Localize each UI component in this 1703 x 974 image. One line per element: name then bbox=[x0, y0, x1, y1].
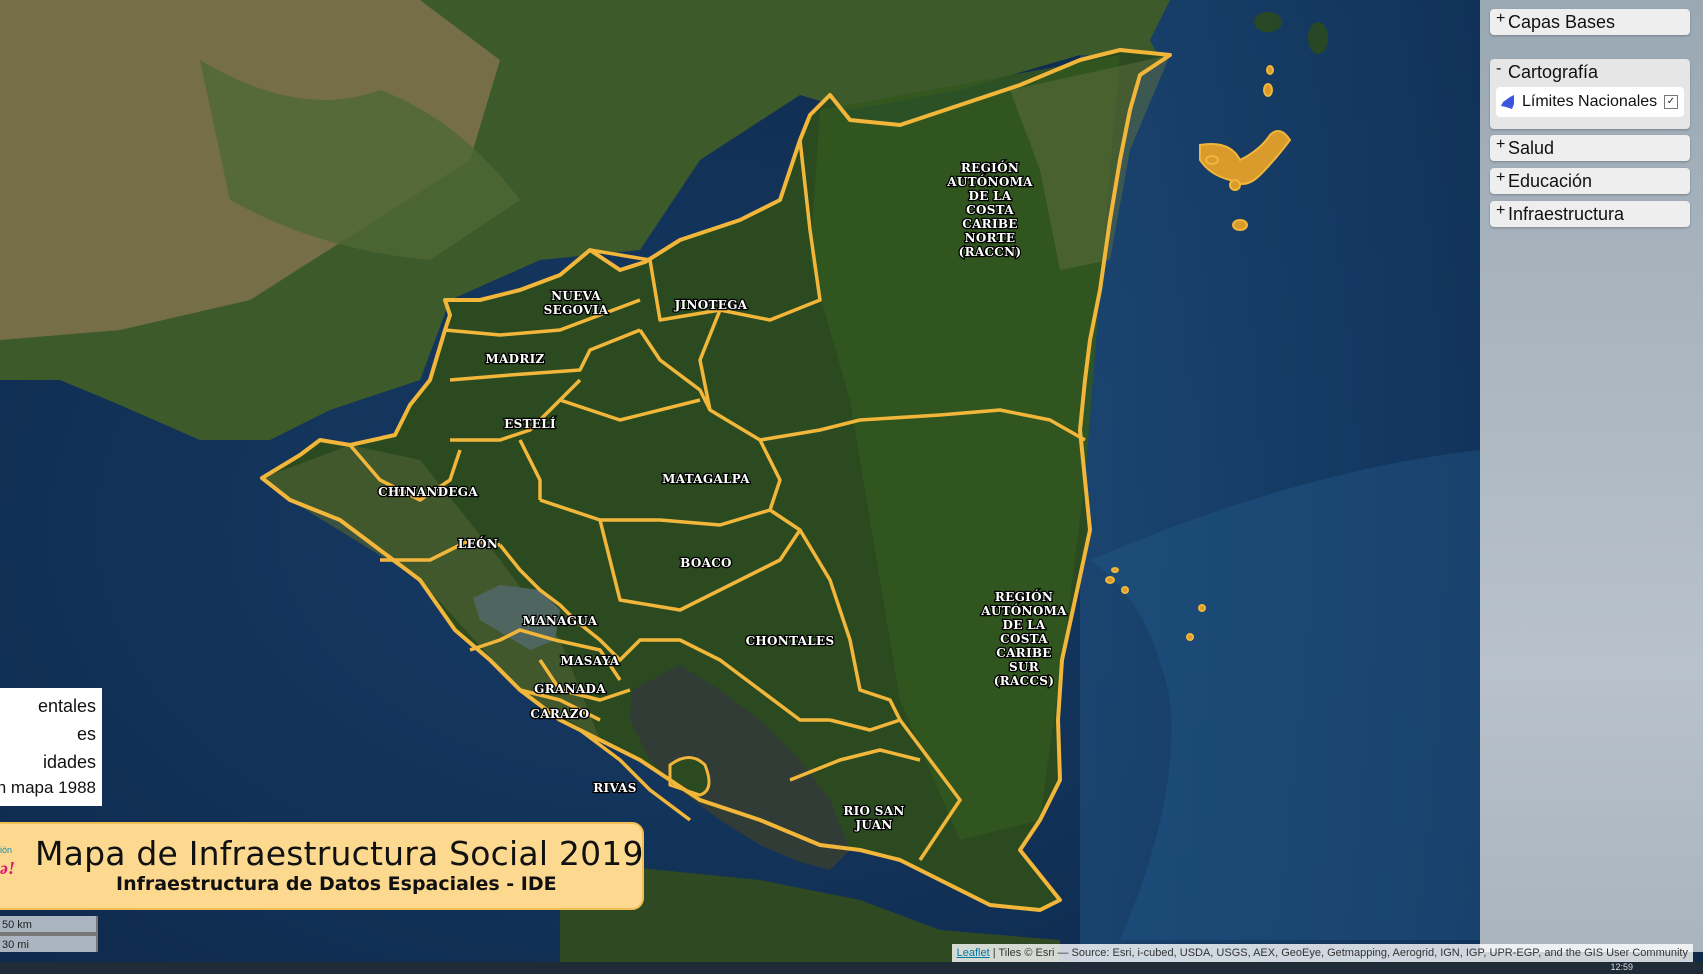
department-label-raccs: (RACCS) bbox=[994, 674, 1055, 688]
department-label-rio-san-juan: RIO SAN bbox=[843, 804, 904, 818]
map-attribution: Leaflet | Tiles © Esri — Source: Esri, i… bbox=[951, 944, 1693, 962]
legend-row: idades bbox=[42, 752, 96, 772]
taskbar-clock: 12:59 bbox=[1610, 962, 1633, 972]
expand-icon: + bbox=[1496, 10, 1506, 27]
department-label-raccn: DE LA bbox=[969, 189, 1012, 203]
legend-row: n mapa 1988 bbox=[0, 778, 96, 797]
layer-item-label: Límites Nacionales bbox=[1522, 93, 1658, 110]
layer-group-header[interactable]: + Infraestructura bbox=[1490, 201, 1690, 227]
department-label-carazo: CARAZO bbox=[530, 707, 589, 721]
expand-icon: + bbox=[1496, 136, 1506, 153]
department-label-leon: LEÓN bbox=[458, 535, 498, 551]
department-label-raccs: AUTÓNOMA bbox=[980, 602, 1067, 618]
layer-group-cartografia[interactable]: - Cartografía Límites Nacionales ✓ bbox=[1490, 59, 1690, 129]
department-label-raccs: REGIÓN bbox=[995, 588, 1053, 604]
bay-islands bbox=[1254, 12, 1328, 54]
layer-group-educacion[interactable]: + Educación bbox=[1490, 168, 1690, 194]
layer-group-label: Capas Bases bbox=[1508, 12, 1616, 32]
shallow-water bbox=[1090, 450, 1480, 940]
map-subtitle: Infraestructura de Datos Espaciales - ID… bbox=[116, 873, 557, 895]
expand-icon: + bbox=[1496, 202, 1506, 219]
layer-group-salud[interactable]: + Salud bbox=[1490, 135, 1690, 161]
department-label-raccs: DE LA bbox=[1003, 618, 1046, 632]
department-label-raccs: SUR bbox=[1009, 660, 1040, 674]
department-label-chontales: CHONTALES bbox=[746, 634, 835, 648]
department-label-nueva-segovia: SEGOVIA bbox=[544, 303, 609, 317]
department-label-raccs: CARIBE bbox=[996, 646, 1052, 660]
department-label-raccn: CARIBE bbox=[962, 217, 1018, 231]
caribbean-shelf bbox=[1080, 0, 1480, 962]
layer-checkbox[interactable]: ✓ bbox=[1664, 95, 1678, 109]
legend-row: es bbox=[76, 724, 96, 744]
logo-fragment: ión bbox=[0, 845, 13, 855]
department-label-masaya: MASAYA bbox=[561, 654, 620, 668]
title-banner bbox=[0, 822, 644, 910]
department-label-boaco: BOACO bbox=[680, 556, 732, 570]
honduras-mountains bbox=[200, 60, 520, 260]
lake-nicaragua bbox=[630, 665, 850, 870]
department-label-raccn: NORTE bbox=[965, 231, 1016, 245]
layer-item-limites-nacionales[interactable]: Límites Nacionales ✓ bbox=[1496, 87, 1684, 117]
costa-rica-landmass bbox=[560, 862, 1060, 962]
nicaragua-pacific-plain bbox=[262, 445, 600, 740]
department-label-raccs: COSTA bbox=[1000, 632, 1048, 646]
map-title: Mapa de Infraestructura Social 2019 bbox=[35, 834, 644, 873]
legend-row: entales bbox=[37, 696, 96, 716]
department-label-granada: GRANADA bbox=[534, 682, 606, 696]
logo-fragment: ǝ! bbox=[0, 858, 15, 878]
layer-group-header[interactable]: - Cartografía bbox=[1490, 59, 1690, 85]
os-taskbar: 12:59 bbox=[0, 962, 1703, 974]
layer-group-label: Infraestructura bbox=[1508, 204, 1625, 224]
department-label-raccn: AUTÓNOMA bbox=[946, 173, 1033, 189]
department-label-madriz: MADRIZ bbox=[485, 352, 544, 366]
department-label-rio-san-juan: JUAN bbox=[854, 818, 892, 832]
layer-group-label: Cartografía bbox=[1508, 62, 1599, 82]
nicaragua-caribbean-forest bbox=[810, 55, 1120, 840]
department-label-raccn: REGIÓN bbox=[961, 159, 1019, 175]
layer-group-label: Salud bbox=[1508, 138, 1555, 158]
leaflet-link[interactable]: Leaflet bbox=[956, 947, 990, 959]
department-label-nueva-segovia: NUEVA bbox=[551, 289, 601, 303]
scale-bar-mi: 30 mi bbox=[0, 934, 98, 952]
department-label-raccn: COSTA bbox=[966, 203, 1014, 217]
layer-group-capas-bases[interactable]: + Capas Bases bbox=[1490, 9, 1690, 35]
department-label-chinandega: CHINANDEGA bbox=[378, 485, 478, 499]
national-boundary bbox=[260, 48, 1172, 912]
department-label-esteli: ESTELÍ bbox=[504, 416, 556, 431]
caribbean-cays bbox=[1105, 65, 1292, 641]
department-label-managua: MANAGUA bbox=[523, 614, 598, 628]
department-label-raccn: (RACCN) bbox=[959, 245, 1022, 259]
layer-group-header[interactable]: + Capas Bases bbox=[1490, 9, 1690, 35]
department-label-rivas: RIVAS bbox=[593, 781, 636, 795]
attribution-text: | Tiles © Esri — Source: Esri, i-cubed, … bbox=[989, 947, 1688, 959]
boundary-layer-icon bbox=[1501, 95, 1514, 109]
department-label-matagalpa: MATAGALPA bbox=[662, 472, 750, 486]
scale-bar-km: 50 km bbox=[0, 916, 98, 934]
layer-group-header[interactable]: + Educación bbox=[1490, 168, 1690, 194]
layer-group-label: Educación bbox=[1508, 171, 1593, 191]
department-boundaries bbox=[348, 139, 1086, 861]
layer-group-header[interactable]: + Salud bbox=[1490, 135, 1690, 161]
map-legend: entales es idades n mapa 1988 bbox=[0, 688, 102, 806]
layer-group-infraestructura[interactable]: + Infraestructura bbox=[1490, 201, 1690, 227]
department-label-jinotega: JINOTEGA bbox=[674, 298, 748, 312]
collapse-icon: - bbox=[1496, 60, 1502, 77]
expand-icon: + bbox=[1496, 169, 1506, 186]
